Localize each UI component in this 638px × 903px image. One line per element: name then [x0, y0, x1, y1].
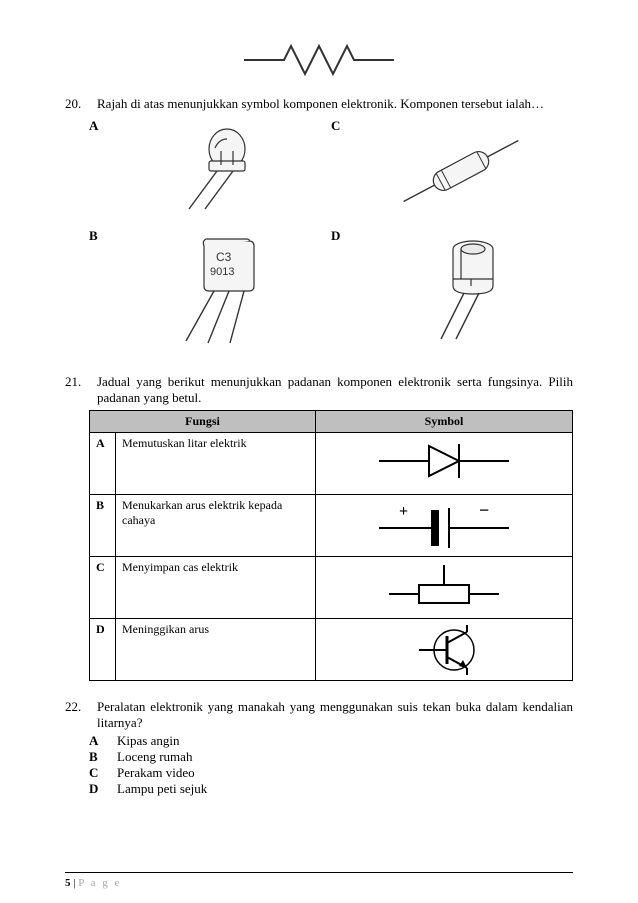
q22-option-a-text: Kipas angin — [117, 733, 179, 749]
q21-row-d-label: D — [90, 619, 116, 681]
q22-option-b-key: B — [89, 749, 103, 765]
q22-option-b: B Loceng rumah — [89, 749, 573, 765]
q21-row-c-fungsi: Menyimpan cas elektrik — [116, 557, 316, 619]
q22-text: Peralatan elektronik yang manakah yang m… — [97, 699, 573, 731]
q20-label-d: D — [331, 226, 349, 244]
question-20: 20. Rajah di atas menunjukkan symbol kom… — [65, 96, 573, 356]
q20-number: 20. — [65, 96, 89, 112]
q21-prompt-line: 21. Jadual yang berikut menunjukkan pada… — [65, 374, 573, 406]
page-number: 5 — [65, 877, 71, 889]
q21-row-c-symbol — [316, 557, 573, 619]
q21-row-d-fungsi: Meninggikan arus — [116, 619, 316, 681]
q22-option-a: A Kipas angin — [89, 733, 573, 749]
polarized-capacitor-symbol-icon: + − — [369, 498, 519, 548]
q22-number: 22. — [65, 699, 89, 731]
q20-text: Rajah di atas menunjukkan symbol kompone… — [97, 96, 573, 112]
diode-symbol-icon — [369, 436, 519, 486]
q20-options-grid: A C — [89, 116, 573, 356]
q21-row-b-symbol: + − — [316, 495, 573, 557]
q21-text: Jadual yang berikut menunjukkan padanan … — [97, 374, 573, 406]
q21-table: Fungsi Symbol A Memutuskan litar elektri… — [89, 410, 573, 681]
q20-option-c-image — [349, 116, 573, 226]
q21-row-d-symbol — [316, 619, 573, 681]
q21-row-d: D Meninggikan arus — [90, 619, 573, 681]
q20-label-a: A — [89, 116, 107, 134]
question-21: 21. Jadual yang berikut menunjukkan pada… — [65, 374, 573, 681]
q22-option-d: D Lampu peti sejuk — [89, 781, 573, 797]
page-footer: 5 | P a g e — [65, 872, 573, 889]
axial-component-icon — [386, 121, 536, 221]
question-22: 22. Peralatan elektronik yang manakah ya… — [65, 699, 573, 797]
q20-option-d-image — [349, 226, 573, 356]
svg-text:+: + — [399, 503, 408, 520]
q20-prompt-line: 20. Rajah di atas menunjukkan symbol kom… — [65, 96, 573, 112]
q22-option-a-key: A — [89, 733, 103, 749]
resistor-zigzag-icon — [239, 40, 399, 80]
led-icon — [159, 121, 279, 221]
q20-label-b: B — [89, 226, 107, 244]
q21-row-b: B Menukarkan arus elektrik kepada cahaya… — [90, 495, 573, 557]
q20-option-a-image — [107, 116, 331, 226]
q21-row-a-label: A — [90, 433, 116, 495]
q21-header-fungsi: Fungsi — [90, 411, 316, 433]
q21-header-row: Fungsi Symbol — [90, 411, 573, 433]
resistor-symbol-figure — [65, 40, 573, 84]
q22-prompt-line: 22. Peralatan elektronik yang manakah ya… — [65, 699, 573, 731]
q22-option-c-key: C — [89, 765, 103, 781]
q21-number: 21. — [65, 374, 89, 406]
q20-option-b-image: C3 9013 — [107, 226, 331, 356]
page-label: P a g e — [78, 877, 121, 889]
q22-option-c: C Perakam video — [89, 765, 573, 781]
svg-text:C3: C3 — [216, 250, 232, 264]
page: 20. Rajah di atas menunjukkan symbol kom… — [0, 0, 638, 903]
transistor-symbol-icon — [369, 622, 519, 677]
transistor-icon: C3 9013 — [154, 231, 284, 351]
q22-option-d-text: Lampu peti sejuk — [117, 781, 207, 797]
q22-options: A Kipas angin B Loceng rumah C Perakam v… — [89, 733, 573, 797]
svg-text:9013: 9013 — [210, 266, 234, 278]
q21-header-symbol: Symbol — [316, 411, 573, 433]
q22-option-d-key: D — [89, 781, 103, 797]
q21-row-b-fungsi: Menukarkan arus elektrik kepada cahaya — [116, 495, 316, 557]
q22-option-b-text: Loceng rumah — [117, 749, 192, 765]
q21-row-a-fungsi: Memutuskan litar elektrik — [116, 433, 316, 495]
capacitor-icon — [401, 231, 521, 351]
q21-table-wrap: Fungsi Symbol A Memutuskan litar elektri… — [89, 410, 573, 681]
q20-label-c: C — [331, 116, 349, 134]
q21-row-c: C Menyimpan cas elektrik — [90, 557, 573, 619]
q21-row-a-symbol — [316, 433, 573, 495]
q22-option-c-text: Perakam video — [117, 765, 195, 781]
q21-row-a: A Memutuskan litar elektrik — [90, 433, 573, 495]
q21-row-b-label: B — [90, 495, 116, 557]
q21-row-c-label: C — [90, 557, 116, 619]
svg-text:−: − — [479, 500, 489, 520]
resistor-box-symbol-icon — [369, 560, 519, 610]
